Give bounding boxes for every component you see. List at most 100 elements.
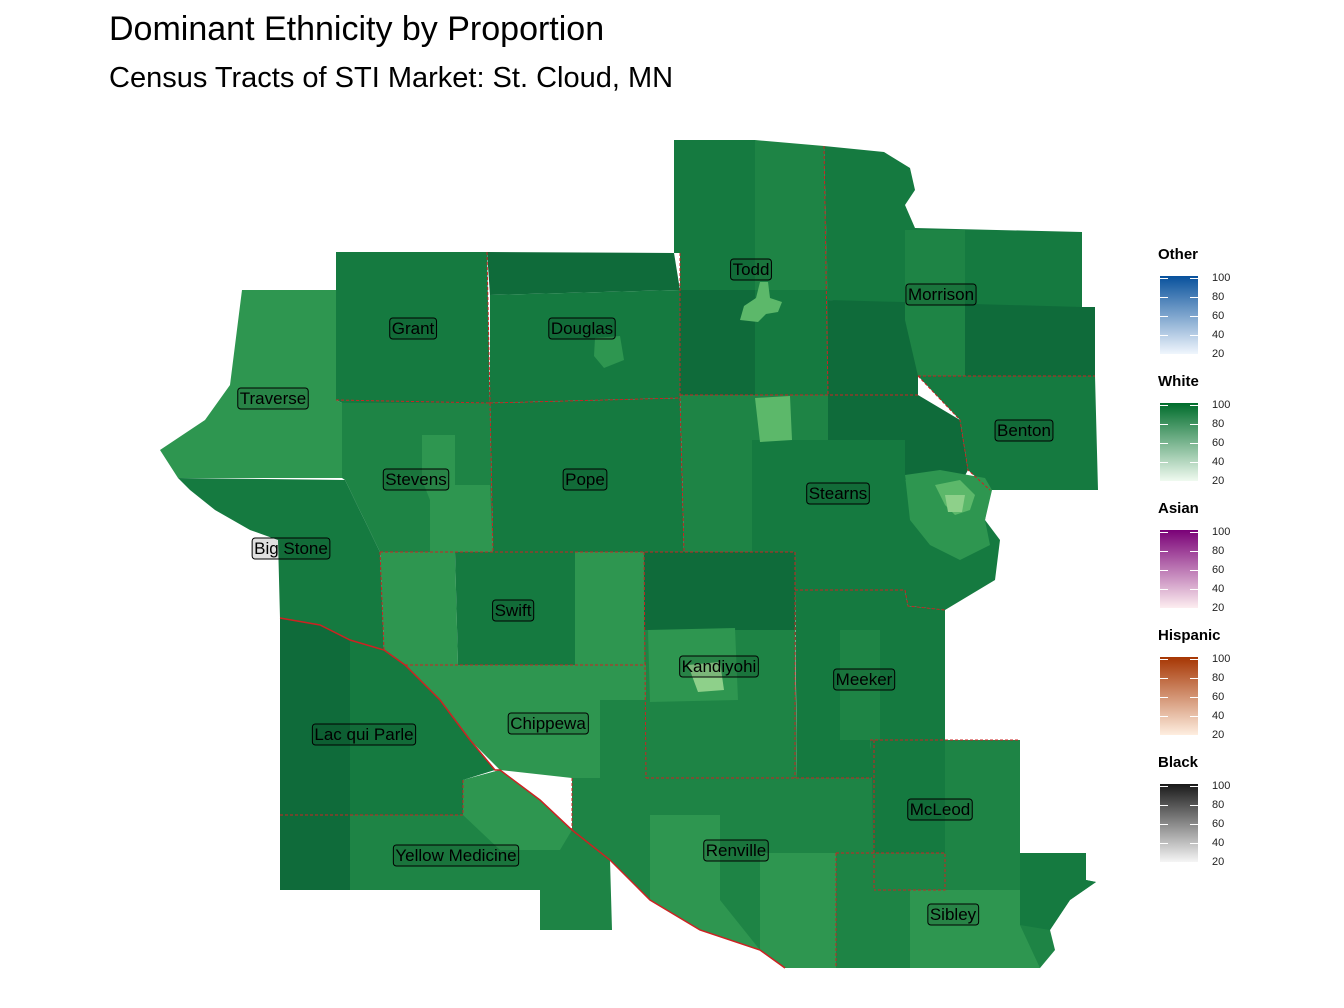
legend-tick-label: 40 [1212,329,1225,341]
legend-tick-label: 40 [1212,710,1225,722]
tract-todd-east [755,140,828,290]
county-label-meeker: Meeker [833,668,896,691]
legend-colorbar [1160,403,1198,482]
legend-colorbar [1160,530,1198,609]
legend-hispanic: Hispanic 100 80 60 40 20 [1158,627,1278,754]
tract-mcleod-east [945,740,1020,853]
county-label-box [833,668,896,691]
legend-tick-label: 40 [1212,583,1225,595]
legend-title: Asian [1158,500,1199,517]
county-label-text: Stevens [385,470,446,489]
legend-title: Hispanic [1158,627,1221,644]
county-label-text: Kandiyohi [682,657,757,676]
county-label-text: Pope [565,470,605,489]
county-label-benton: Benton [994,419,1054,442]
legend-tick-label: 60 [1212,818,1225,830]
legend: Other 100 80 60 40 20 White 100 80 60 40 20 Asian 100… [1158,246,1278,881]
county-label-text: Swift [495,601,532,620]
county-label-mcleod: McLeod [907,798,973,821]
county-label-kandiyohi: Kandiyohi [679,655,759,678]
county-label-traverse: Traverse [237,387,309,410]
map-subtitle: Census Tracts of STI Market: St. Cloud, … [109,62,674,94]
county-label-box [806,482,870,505]
county-label-text: Renville [706,841,766,860]
tract-stearns-paynesville [755,396,792,442]
legend-title: Black [1158,754,1199,771]
tract-sibley-south [910,890,1040,968]
tract-swift-west [380,552,458,665]
county-borders [280,145,1095,968]
legend-tick-label: 20 [1212,348,1225,360]
tract-renville-se [760,853,836,968]
legend-tick-label: 100 [1212,526,1231,538]
tract-ym-west [280,815,350,890]
legend-tick-label: 40 [1212,456,1225,468]
county-label-text: Grant [392,319,435,338]
tract-stearns-urban3 [945,495,965,512]
county-label-pope: Pope [562,468,608,491]
legend-tick-label: 100 [1212,653,1231,665]
county-label-text: Todd [733,260,770,279]
tract-todd-west [674,140,755,290]
county-label-box [548,317,616,340]
tract-douglas-urban [594,336,624,368]
legend-tick-label: 80 [1212,291,1225,303]
tract-benton [918,376,1098,490]
legend-tick-label: 20 [1212,729,1225,741]
tract-swift-mid [455,552,575,665]
legend-tick-label: 60 [1212,437,1225,449]
county-label-lac-qui-parle: Lac qui Parle [311,723,417,746]
county-label-text: McLeod [910,800,970,819]
legend-tick-label: 100 [1212,780,1231,792]
county-label-yellow-medicine: Yellow Medicine [392,844,520,867]
legend-tick-label: 60 [1212,564,1225,576]
county-label-stevens: Stevens [382,468,450,491]
county-label-big-stone: Big Stone [251,537,331,560]
legend-tick-label: 100 [1212,399,1231,411]
legend-colorbar [1160,657,1198,736]
county-label-text: Benton [997,421,1051,440]
tract-lqp-main [350,640,495,815]
legend-tick-label: 20 [1212,856,1225,868]
tract-swift-east [575,552,646,665]
legend-colorbar [1160,784,1198,863]
tract-chippewa-east [600,700,646,778]
county-label-box [389,317,438,340]
legend-title: White [1158,373,1199,390]
tract-bigstone [178,478,384,650]
county-label-box [237,387,309,410]
legend-black: Black 100 80 60 40 20 [1158,754,1278,881]
tract-grant [336,252,490,403]
county-label-chippewa: Chippewa [507,712,589,735]
county-label-text: Douglas [551,319,613,338]
tract-morrison-north [824,146,1082,307]
legend-other: Other 100 80 60 40 20 [1158,246,1278,373]
county-label-text: Big Stone [254,539,328,558]
legend-tick-label: 80 [1212,545,1225,557]
county-label-text: Sibley [930,905,977,924]
map-title: Dominant Ethnicity by Proportion [109,10,605,48]
legend-tick-label: 100 [1212,272,1231,284]
county-label-stearns: Stearns [806,482,870,505]
tract-pope [490,398,684,552]
county-label-renville: Renville [703,839,769,862]
county-label-box [392,844,520,867]
county-label-box [311,723,417,746]
tract-todd-sw [680,290,755,395]
county-label-box [382,468,450,491]
county-label-text: Stearns [809,484,868,503]
legend-tick-label: 60 [1212,691,1225,703]
tract-kandiyohi-north [644,552,795,630]
county-label-box [507,712,589,735]
tract-todd-urban [740,282,782,322]
legend-tick-label: 80 [1212,418,1225,430]
tract-douglas-main [490,290,680,403]
county-label-box [251,537,331,560]
legend-title: Other [1158,246,1199,263]
legend-tick-label: 20 [1212,475,1225,487]
county-labels: Todd Morrison Grant Douglas Traverse Benton St… [237,258,1054,926]
legend-asian: Asian 100 80 60 40 20 [1158,500,1278,627]
county-label-text: Meeker [836,670,893,689]
county-label-text: Traverse [240,389,306,408]
county-label-box [703,839,769,862]
